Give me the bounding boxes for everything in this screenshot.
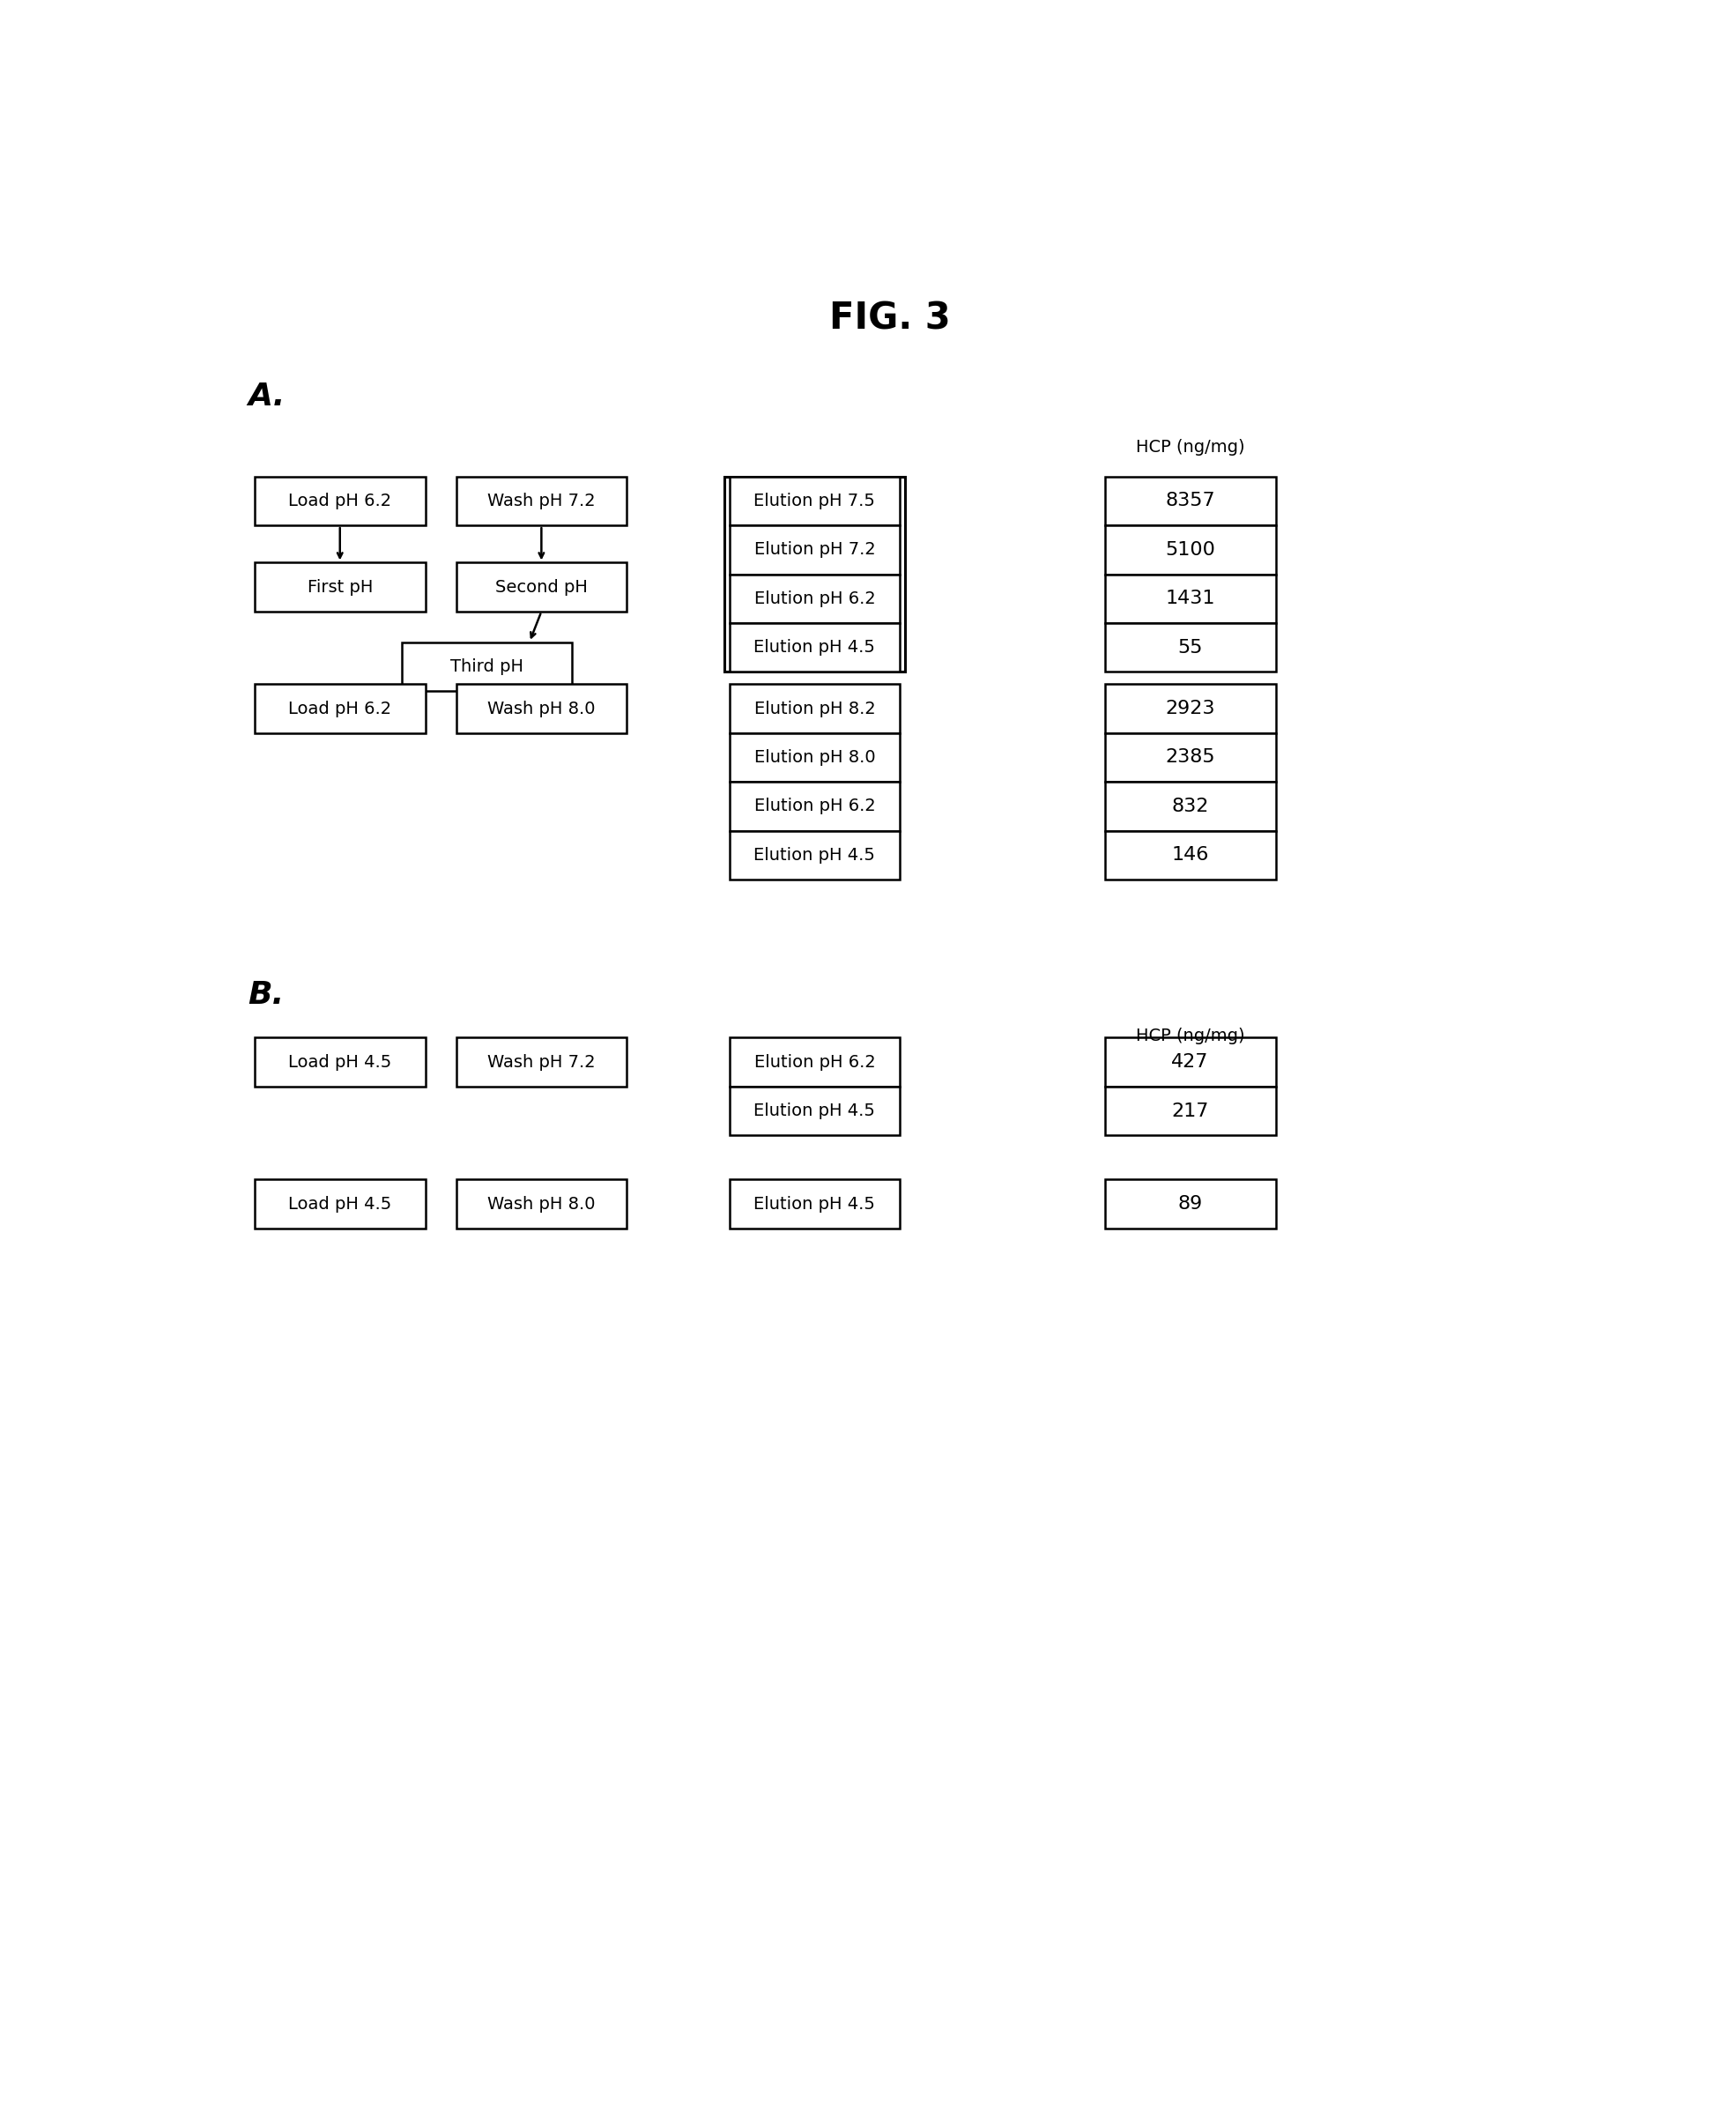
Bar <box>457 563 627 612</box>
Text: First pH: First pH <box>307 580 373 595</box>
Bar <box>457 683 627 732</box>
Text: Elution pH 4.5: Elution pH 4.5 <box>753 846 875 863</box>
Bar <box>729 525 899 573</box>
Bar <box>457 1179 627 1229</box>
Text: 5100: 5100 <box>1165 542 1215 559</box>
Bar <box>729 476 899 525</box>
Text: B.: B. <box>248 980 285 1009</box>
Text: 55: 55 <box>1177 639 1203 656</box>
Bar <box>255 683 425 732</box>
Text: 832: 832 <box>1172 798 1208 815</box>
Text: Elution pH 7.5: Elution pH 7.5 <box>753 493 875 510</box>
Bar <box>401 641 573 692</box>
Text: FIG. 3: FIG. 3 <box>830 300 950 336</box>
Text: Load pH 4.5: Load pH 4.5 <box>288 1054 392 1071</box>
Text: Elution pH 4.5: Elution pH 4.5 <box>753 1196 875 1212</box>
Text: HCP (ng/mg): HCP (ng/mg) <box>1135 438 1245 455</box>
Bar <box>729 1037 899 1086</box>
Bar <box>729 622 899 673</box>
Text: 427: 427 <box>1172 1054 1208 1071</box>
Bar <box>1104 1086 1276 1136</box>
Bar <box>255 1179 425 1229</box>
Text: 89: 89 <box>1177 1196 1203 1212</box>
Bar <box>255 1037 425 1086</box>
Bar <box>255 476 425 525</box>
Text: Third pH: Third pH <box>450 658 523 675</box>
Text: Load pH 4.5: Load pH 4.5 <box>288 1196 392 1212</box>
Text: 1431: 1431 <box>1165 590 1215 607</box>
Text: Elution pH 8.2: Elution pH 8.2 <box>753 700 875 717</box>
Text: Elution pH 8.0: Elution pH 8.0 <box>753 749 875 766</box>
Bar <box>1104 783 1276 832</box>
Text: 2385: 2385 <box>1165 749 1215 766</box>
Bar <box>1104 1179 1276 1229</box>
Text: 2923: 2923 <box>1165 700 1215 717</box>
Text: Elution pH 4.5: Elution pH 4.5 <box>753 1102 875 1119</box>
Text: Elution pH 7.2: Elution pH 7.2 <box>753 542 875 559</box>
Bar <box>729 573 899 622</box>
Bar <box>729 783 899 832</box>
Bar <box>457 1037 627 1086</box>
Text: Wash pH 7.2: Wash pH 7.2 <box>488 493 595 510</box>
Bar <box>729 683 899 732</box>
Bar <box>1104 525 1276 573</box>
Text: Wash pH 8.0: Wash pH 8.0 <box>488 700 595 717</box>
Text: Elution pH 6.2: Elution pH 6.2 <box>753 1054 875 1071</box>
Text: 8357: 8357 <box>1165 493 1215 510</box>
Text: HCP (ng/mg): HCP (ng/mg) <box>1135 1026 1245 1043</box>
Bar <box>1104 732 1276 783</box>
Text: Wash pH 8.0: Wash pH 8.0 <box>488 1196 595 1212</box>
Bar <box>729 1179 899 1229</box>
Bar <box>729 732 899 783</box>
Text: Second pH: Second pH <box>495 580 587 595</box>
Text: 146: 146 <box>1172 846 1208 863</box>
Bar <box>729 1086 899 1136</box>
Bar <box>1104 683 1276 732</box>
Bar <box>1104 476 1276 525</box>
Text: Load pH 6.2: Load pH 6.2 <box>288 493 392 510</box>
Text: A.: A. <box>248 381 285 411</box>
Bar <box>1104 832 1276 880</box>
Bar <box>1104 622 1276 673</box>
Text: Elution pH 4.5: Elution pH 4.5 <box>753 639 875 656</box>
Bar <box>1104 573 1276 622</box>
Bar <box>724 476 904 673</box>
Bar <box>457 476 627 525</box>
Text: Elution pH 6.2: Elution pH 6.2 <box>753 798 875 815</box>
Bar <box>1104 1037 1276 1086</box>
Text: Load pH 6.2: Load pH 6.2 <box>288 700 392 717</box>
Bar <box>729 832 899 880</box>
Text: Elution pH 6.2: Elution pH 6.2 <box>753 590 875 607</box>
Text: Wash pH 7.2: Wash pH 7.2 <box>488 1054 595 1071</box>
Text: 217: 217 <box>1172 1102 1208 1119</box>
Bar <box>255 563 425 612</box>
